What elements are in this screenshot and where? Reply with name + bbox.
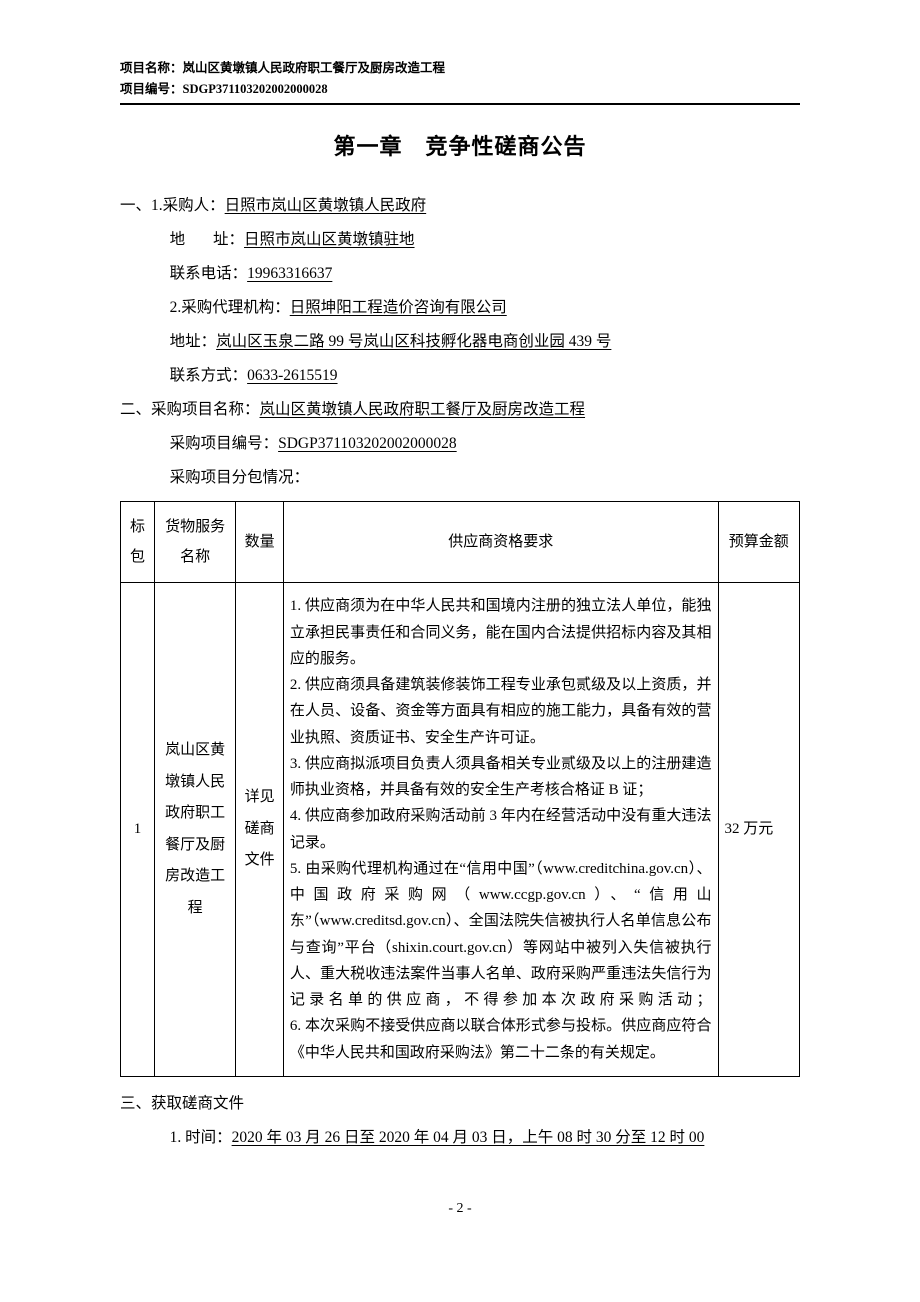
s1-address: 日照市岚山区黄墩镇驻地 — [244, 231, 415, 248]
body-text: 一、1.采购人：日照市岚山区黄墩镇人民政府 地址：日照市岚山区黄墩镇驻地 联系电… — [120, 189, 800, 1156]
line-s2-no: 采购项目编号：SDGP371103202002000028 — [120, 427, 800, 461]
s3-prefix: 三、 — [120, 1095, 151, 1112]
meta-proj-name: 岚山区黄墩镇人民政府职工餐厅及厨房改造工程 — [183, 61, 446, 75]
line-address: 地址：日照市岚山区黄墩镇驻地 — [120, 223, 800, 257]
line-s2-name: 二、采购项目名称：岚山区黄墩镇人民政府职工餐厅及厨房改造工程 — [120, 393, 800, 427]
requirements-table: 标包 货物服务名称 数量 供应商资格要求 预算金额 1 岚山区黄墩镇人民政府职工… — [120, 501, 800, 1077]
s1-purchaser-label: 采购人： — [163, 197, 225, 214]
s3-time: 2020 年 03 月 26 日至 2020 年 04 月 03 日，上午 08… — [232, 1129, 705, 1146]
s2-pkg-label: 采购项目分包情况： — [170, 469, 310, 486]
line-s3-title: 三、获取磋商文件 — [120, 1087, 800, 1121]
s1-agent-label: 采购代理机构： — [181, 299, 290, 316]
page-number: - 2 - — [120, 1201, 800, 1217]
s1-addr-label2: 址： — [213, 231, 244, 248]
header-rule — [120, 103, 800, 105]
th-pkg: 标包 — [121, 502, 155, 583]
req-item-3: 3. 供应商拟派项目负责人须具备相关专业贰级及以上的注册建造师执业资格，并具备有… — [290, 751, 712, 804]
document-page: 项目名称：岚山区黄墩镇人民政府职工餐厅及厨房改造工程 项目编号：SDGP3711… — [0, 0, 920, 1257]
s1-prefix: 一、1. — [120, 197, 163, 214]
s1-agent: 日照坤阳工程造价咨询有限公司 — [290, 299, 507, 316]
line-agent-contact: 联系方式：0633-2615519 — [120, 359, 800, 393]
s1-agent-prefix: 2. — [170, 299, 182, 316]
s3-title: 获取磋商文件 — [151, 1095, 244, 1112]
s2-projname: 岚山区黄墩镇人民政府职工餐厅及厨房改造工程 — [260, 401, 586, 418]
line-purchaser: 一、1.采购人：日照市岚山区黄墩镇人民政府 — [120, 189, 800, 223]
s1-agent-contact: 0633-2615519 — [247, 367, 337, 384]
table-header-row: 标包 货物服务名称 数量 供应商资格要求 预算金额 — [121, 502, 800, 583]
th-budget: 预算金额 — [718, 502, 800, 583]
meta-proj-name-line: 项目名称：岚山区黄墩镇人民政府职工餐厅及厨房改造工程 — [120, 58, 800, 79]
req-item-2: 2. 供应商须具备建筑装修装饰工程专业承包贰级及以上资质，并在人员、设备、资金等… — [290, 672, 712, 751]
meta-proj-no: SDGP371103202002000028 — [183, 82, 328, 96]
td-name: 岚山区黄墩镇人民政府职工餐厅及厨房改造工程 — [154, 583, 235, 1077]
line-tel: 联系电话：19963316637 — [120, 257, 800, 291]
th-name: 货物服务名称 — [154, 502, 235, 583]
meta-proj-name-label: 项目名称： — [120, 61, 183, 75]
s1-tel: 19963316637 — [247, 265, 332, 282]
req-item-5: 5. 由采购代理机构通过在“信用中国”（www.creditchina.gov.… — [290, 856, 712, 1014]
s1-agent-addr: 岚山区玉泉二路 99 号岚山区科技孵化器电商创业园 439 号 — [216, 333, 611, 350]
th-qty: 数量 — [236, 502, 284, 583]
meta-proj-no-label: 项目编号： — [120, 82, 183, 96]
td-pkg: 1 — [121, 583, 155, 1077]
s2-projname-label: 采购项目名称： — [151, 401, 260, 418]
line-s2-pkg: 采购项目分包情况： — [120, 461, 800, 495]
table-row: 1 岚山区黄墩镇人民政府职工餐厅及厨房改造工程 详见磋商文件 1. 供应商须为在… — [121, 583, 800, 1077]
header-meta: 项目名称：岚山区黄墩镇人民政府职工餐厅及厨房改造工程 项目编号：SDGP3711… — [120, 58, 800, 101]
line-agent: 2.采购代理机构：日照坤阳工程造价咨询有限公司 — [120, 291, 800, 325]
s1-agent-contact-label: 联系方式： — [170, 367, 248, 384]
req-item-6: 6. 本次采购不接受供应商以联合体形式参与投标。供应商应符合《中华人民共和国政府… — [290, 1013, 712, 1066]
line-agent-addr: 地址：岚山区玉泉二路 99 号岚山区科技孵化器电商创业园 439 号 — [120, 325, 800, 359]
req-item-4: 4. 供应商参加政府采购活动前 3 年内在经营活动中没有重大违法记录。 — [290, 803, 712, 856]
line-s3-time: 1. 时间：2020 年 03 月 26 日至 2020 年 04 月 03 日… — [120, 1121, 800, 1155]
td-qty: 详见磋商文件 — [236, 583, 284, 1077]
s2-projno: SDGP371103202002000028 — [278, 435, 457, 452]
s2-projno-label: 采购项目编号： — [170, 435, 279, 452]
s1-addr-label: 地 — [170, 231, 213, 248]
chapter-title: 第一章 竞争性磋商公告 — [120, 129, 800, 161]
s3-time-label: 1. 时间： — [170, 1129, 232, 1146]
s1-agent-addr-label: 地址： — [170, 333, 217, 350]
td-budget: 32 万元 — [718, 583, 800, 1077]
th-req: 供应商资格要求 — [283, 502, 718, 583]
s1-purchaser: 日照市岚山区黄墩镇人民政府 — [225, 197, 427, 214]
meta-proj-no-line: 项目编号：SDGP371103202002000028 — [120, 79, 800, 100]
req-item-1: 1. 供应商须为在中华人民共和国境内注册的独立法人单位，能独立承担民事责任和合同… — [290, 593, 712, 672]
s1-tel-label: 联系电话： — [170, 265, 248, 282]
s2-prefix: 二、 — [120, 401, 151, 418]
td-requirements: 1. 供应商须为在中华人民共和国境内注册的独立法人单位，能独立承担民事责任和合同… — [283, 583, 718, 1077]
